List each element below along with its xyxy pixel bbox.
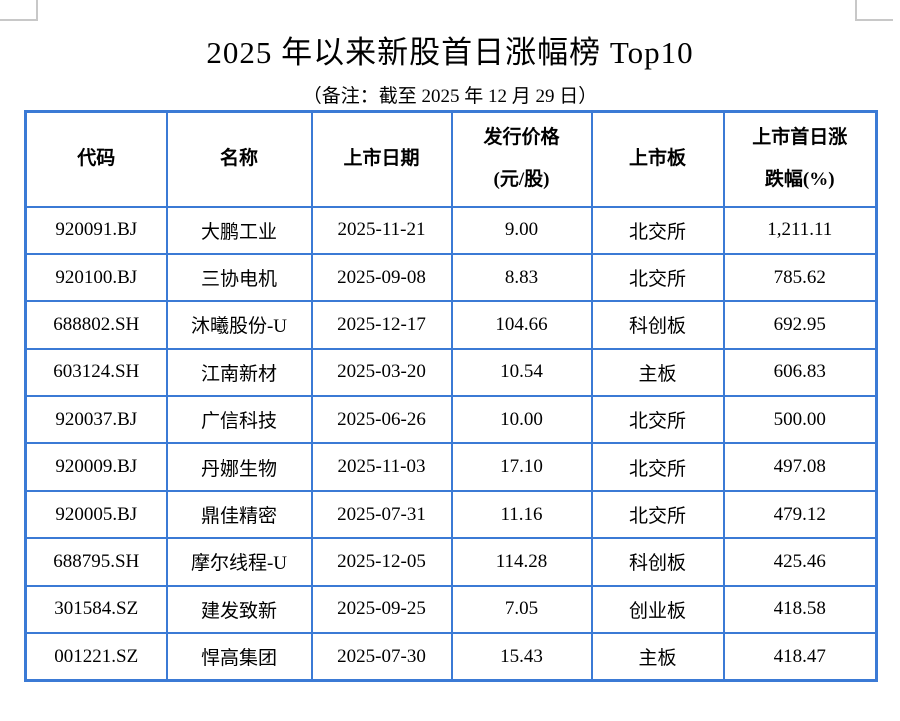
table-cell: 001221.SZ (24, 632, 168, 682)
header-name: 名称 (165, 110, 313, 208)
table-cell: 2025-11-21 (310, 205, 453, 255)
table-cell: 920100.BJ (24, 252, 168, 303)
table-cell: 悍高集团 (165, 632, 313, 682)
header-listing-date: 上市日期 (310, 110, 453, 208)
table-cell: 大鹏工业 (165, 205, 313, 255)
table-cell: 11.16 (450, 489, 593, 540)
table-cell: 114.28 (450, 537, 593, 587)
table-cell: 建发致新 (165, 584, 313, 635)
page-margin-mark-top-right-icon (855, 0, 893, 21)
table-row: 920005.BJ 鼎佳精密 2025-07-31 11.16 北交所 479.12 (24, 489, 878, 540)
table-cell: 2025-12-17 (310, 300, 453, 350)
table-cell: 2025-06-26 (310, 395, 453, 445)
table-cell: 北交所 (590, 395, 725, 445)
table-row: 688802.SH 沐曦股份-U 2025-12-17 104.66 科创板 692.95 (24, 300, 878, 350)
table-cell: 425.46 (722, 537, 878, 587)
table-cell: 785.62 (722, 252, 878, 303)
header-code: 代码 (24, 110, 168, 208)
table-cell: 920091.BJ (24, 205, 168, 255)
table-cell: 606.83 (722, 347, 878, 398)
page-margin-mark-top-left-icon (0, 0, 38, 21)
header-board: 上市板 (590, 110, 725, 208)
table-cell: 10.54 (450, 347, 593, 398)
table-cell: 603124.SH (24, 347, 168, 398)
ipo-gains-table: 代码 名称 上市日期 发行价格 (元/股) 上市板 上市首日涨 跌幅(%) 92… (24, 110, 878, 682)
table-cell: 104.66 (450, 300, 593, 350)
table-cell: 418.58 (722, 584, 878, 635)
table-cell: 主板 (590, 347, 725, 398)
table-cell: 2025-12-05 (310, 537, 453, 587)
table-cell: 2025-09-25 (310, 584, 453, 635)
table-cell: 2025-07-30 (310, 632, 453, 682)
table-cell: 丹娜生物 (165, 442, 313, 492)
table-cell: 北交所 (590, 205, 725, 255)
header-first-day-change: 上市首日涨 跌幅(%) (722, 110, 878, 208)
table-row: 920091.BJ 大鹏工业 2025-11-21 9.00 北交所 1,211.11 (24, 205, 878, 255)
table-cell: 沐曦股份-U (165, 300, 313, 350)
table-cell: 北交所 (590, 489, 725, 540)
table-cell: 17.10 (450, 442, 593, 492)
table-cell: 创业板 (590, 584, 725, 635)
table-header-row: 代码 名称 上市日期 发行价格 (元/股) 上市板 上市首日涨 跌幅(%) (24, 110, 878, 208)
table-cell: 920005.BJ (24, 489, 168, 540)
table-cell: 2025-03-20 (310, 347, 453, 398)
table-row: 920037.BJ 广信科技 2025-06-26 10.00 北交所 500.00 (24, 395, 878, 445)
table-cell: 北交所 (590, 252, 725, 303)
table-cell: 497.08 (722, 442, 878, 492)
table-cell: 15.43 (450, 632, 593, 682)
table-cell: 688795.SH (24, 537, 168, 587)
table-cell: 主板 (590, 632, 725, 682)
table-row: 603124.SH 江南新材 2025-03-20 10.54 主板 606.83 (24, 347, 878, 398)
table-row: 001221.SZ 悍高集团 2025-07-30 15.43 主板 418.47 (24, 632, 878, 682)
table-cell: 920037.BJ (24, 395, 168, 445)
page-subtitle: （备注：截至 2025 年 12 月 29 日） (302, 86, 598, 107)
table-cell: 1,211.11 (722, 205, 878, 255)
table-cell: 7.05 (450, 584, 593, 635)
table-header: 代码 名称 上市日期 发行价格 (元/股) 上市板 上市首日涨 跌幅(%) (24, 110, 878, 208)
table-body: 920091.BJ 大鹏工业 2025-11-21 9.00 北交所 1,211.11 92… (24, 205, 878, 682)
table-cell: 2025-07-31 (310, 489, 453, 540)
table-cell: 479.12 (722, 489, 878, 540)
table-cell: 三协电机 (165, 252, 313, 303)
table-cell: 摩尔线程-U (165, 537, 313, 587)
table-cell: 500.00 (722, 395, 878, 445)
table-cell: 10.00 (450, 395, 593, 445)
table-cell: 科创板 (590, 537, 725, 587)
table-cell: 692.95 (722, 300, 878, 350)
table-cell: 301584.SZ (24, 584, 168, 635)
table-row: 301584.SZ 建发致新 2025-09-25 7.05 创业板 418.58 (24, 584, 878, 635)
header-issue-price: 发行价格 (元/股) (450, 110, 593, 208)
table-cell: 科创板 (590, 300, 725, 350)
table-cell: 江南新材 (165, 347, 313, 398)
table-row: 920100.BJ 三协电机 2025-09-08 8.83 北交所 785.62 (24, 252, 878, 303)
table-cell: 920009.BJ (24, 442, 168, 492)
table-cell: 8.83 (450, 252, 593, 303)
table-cell: 2025-11-03 (310, 442, 453, 492)
table-cell: 418.47 (722, 632, 878, 682)
table-cell: 北交所 (590, 442, 725, 492)
table-cell: 广信科技 (165, 395, 313, 445)
page-title: 2025 年以来新股首日涨幅榜 Top10 (206, 35, 694, 70)
table-cell: 鼎佳精密 (165, 489, 313, 540)
table-cell: 9.00 (450, 205, 593, 255)
table-row: 920009.BJ 丹娜生物 2025-11-03 17.10 北交所 497.08 (24, 442, 878, 492)
table-row: 688795.SH 摩尔线程-U 2025-12-05 114.28 科创板 425.46 (24, 537, 878, 587)
table-cell: 2025-09-08 (310, 252, 453, 303)
table-cell: 688802.SH (24, 300, 168, 350)
